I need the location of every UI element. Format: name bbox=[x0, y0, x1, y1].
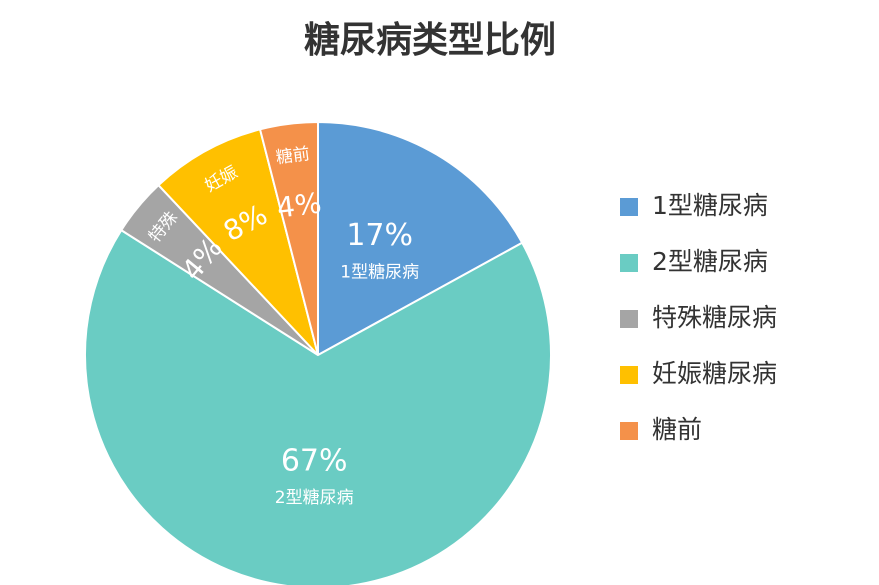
pie-slice bbox=[258, 120, 319, 356]
legend-label: 1型糖尿病 bbox=[652, 191, 768, 220]
pie-slice bbox=[157, 128, 319, 356]
legend-swatch bbox=[620, 366, 638, 384]
legend-swatch bbox=[620, 310, 638, 328]
slice-label: 糖前 bbox=[275, 144, 311, 168]
pie-slice bbox=[84, 228, 552, 585]
legend-swatch bbox=[620, 422, 638, 440]
pie-slice bbox=[317, 120, 524, 357]
legend-label: 2型糖尿病 bbox=[652, 247, 768, 276]
slice-label: 1型糖尿病 bbox=[340, 263, 419, 283]
legend-swatch bbox=[620, 198, 638, 216]
chart-title: 糖尿病类型比例 bbox=[304, 20, 556, 61]
legend-label: 糖前 bbox=[652, 415, 702, 444]
legend-label: 妊娠糖尿病 bbox=[652, 359, 777, 388]
legend-swatch bbox=[620, 254, 638, 272]
data-label: 17% bbox=[346, 218, 413, 253]
slice-label: 2型糖尿病 bbox=[275, 488, 354, 508]
data-label: 4% bbox=[275, 186, 323, 224]
data-label: 67% bbox=[281, 444, 348, 479]
legend-label: 特殊糖尿病 bbox=[652, 303, 777, 332]
